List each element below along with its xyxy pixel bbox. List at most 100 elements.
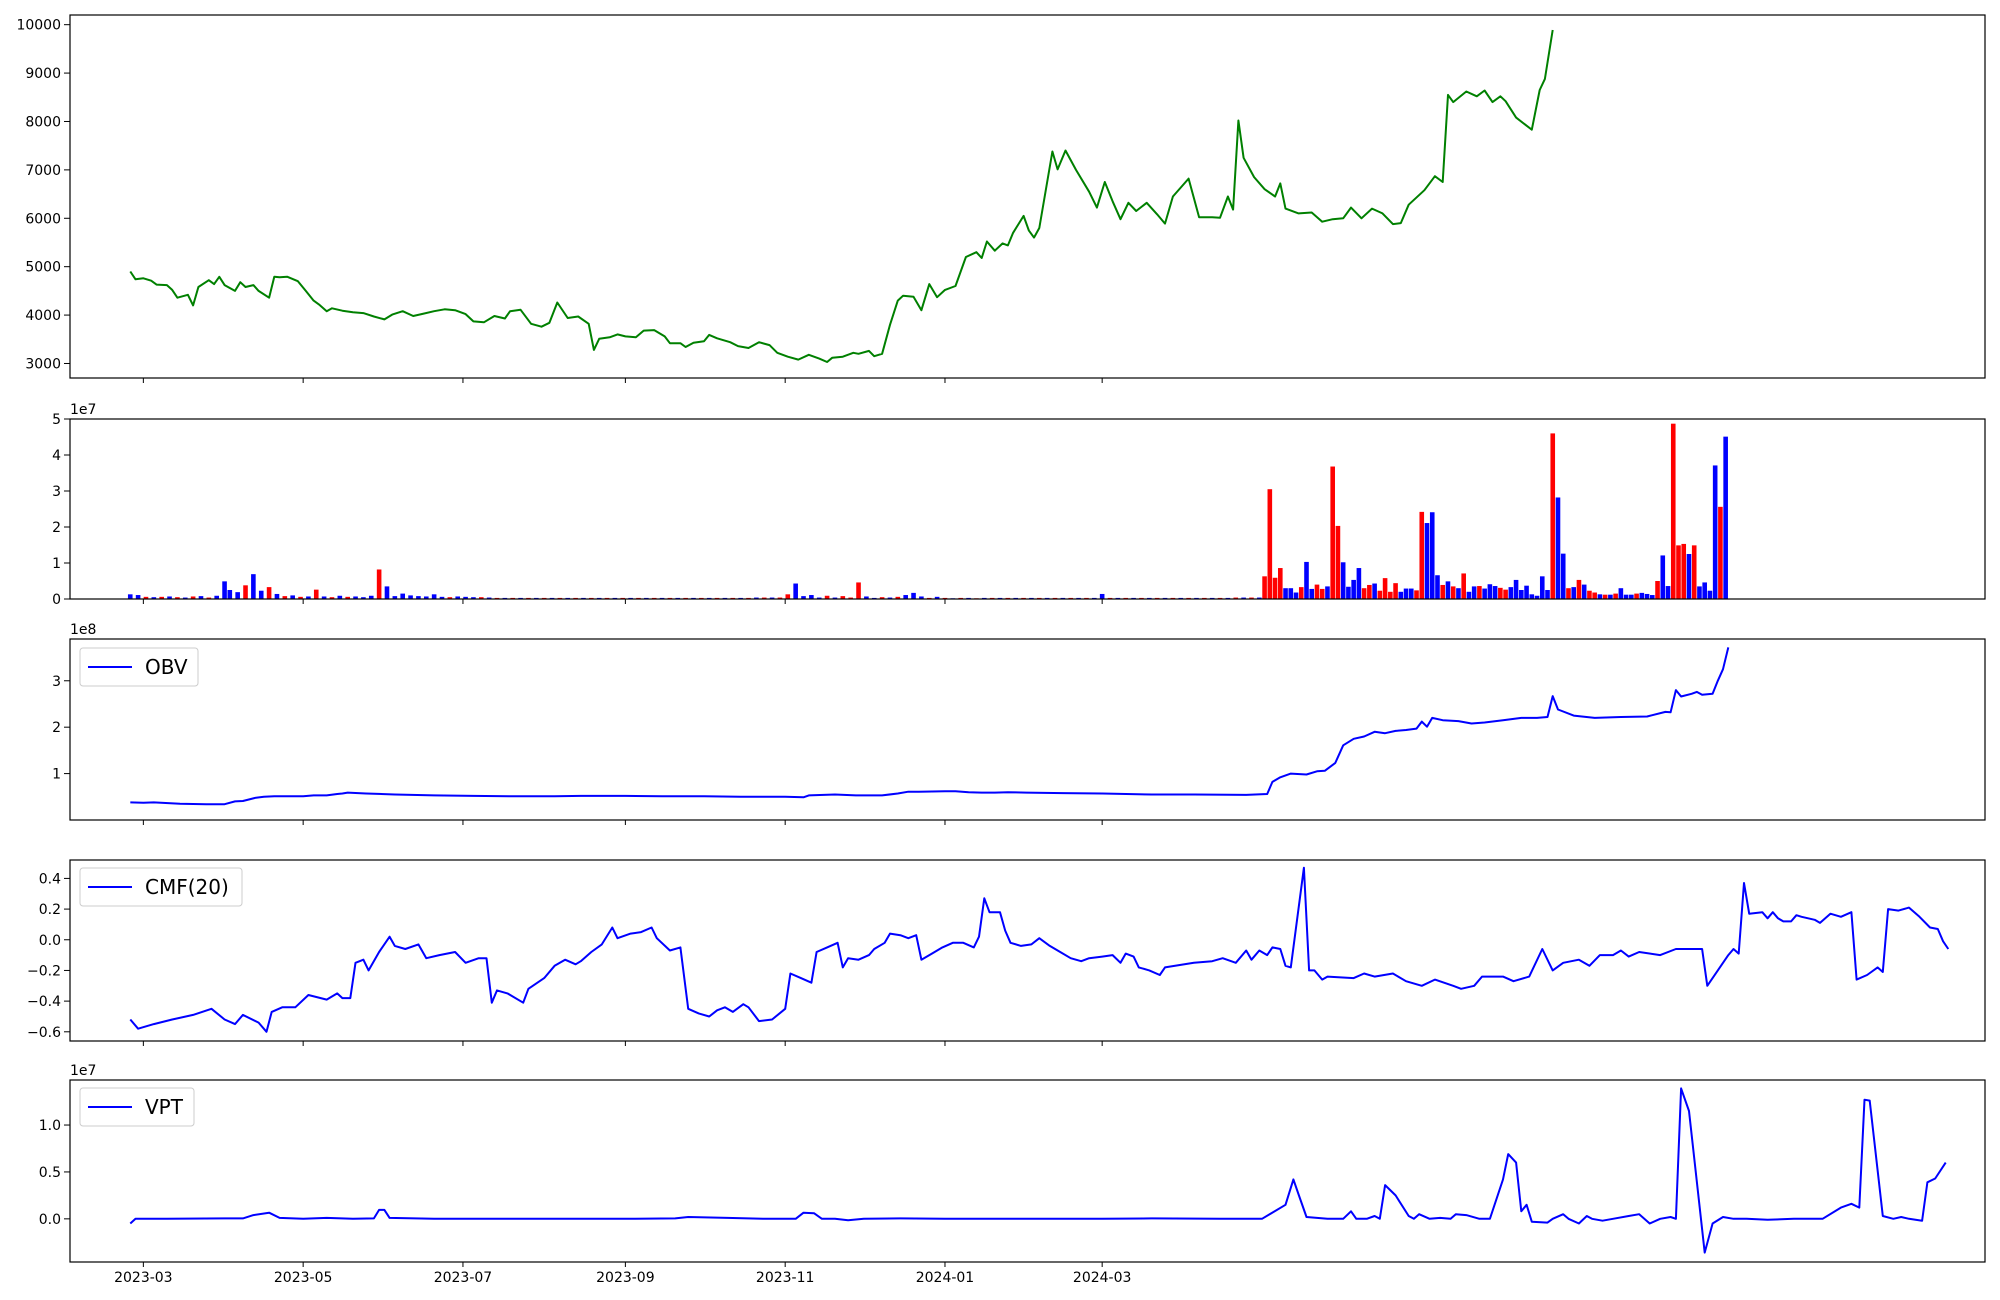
cmf-ytick-label: −0.4 (27, 994, 61, 1010)
volume-ytick-label: 1 (52, 556, 61, 572)
volume-bar (1592, 592, 1597, 599)
volume-bar (1571, 587, 1577, 599)
volume-bar (1629, 594, 1634, 599)
volume-bar (1325, 586, 1330, 599)
volume-bar (159, 596, 164, 599)
vpt-y-axis: 0.0 0.5 1.0 (39, 1118, 70, 1228)
volume-bar (1508, 587, 1514, 599)
cmf-plot-area (129, 866, 1950, 1033)
cmf-ytick-label: −0.2 (27, 963, 61, 979)
volume-bar (1618, 588, 1624, 599)
volume-bar (1691, 545, 1697, 599)
volume-bar (1707, 590, 1713, 599)
volume-bar (1587, 590, 1592, 599)
volume-bar (135, 595, 141, 599)
volume-plot-area (127, 423, 1728, 599)
volume-bar (127, 594, 133, 599)
volume-bar (1697, 586, 1702, 599)
volume-bar (1450, 586, 1456, 599)
volume-bar (1665, 586, 1671, 599)
volume-bar (1319, 588, 1325, 599)
volume-panel: 0 1 2 3 4 5 1e7 (52, 402, 1986, 608)
vpt-ytick-label: 1.0 (39, 1118, 61, 1134)
volume-bar (1503, 589, 1508, 599)
volume-bar (376, 569, 382, 599)
volume-bar (1435, 575, 1440, 599)
volume-bar (455, 596, 461, 599)
price-series-line (129, 29, 1554, 363)
volume-bar (895, 596, 901, 599)
x-tick-label: 2023-09 (596, 1270, 655, 1286)
volume-bar (1272, 577, 1278, 599)
volume-bar (1477, 586, 1482, 599)
volume-bar (321, 596, 327, 599)
volume-bar (1487, 584, 1493, 599)
obv-legend-box (79, 647, 199, 687)
volume-bar (824, 595, 830, 599)
x-tick-label: 2023-11 (756, 1270, 815, 1286)
volume-bar (1408, 588, 1414, 599)
obv-ytick-label: 2 (52, 720, 61, 736)
volume-bar (1414, 590, 1419, 599)
volume-bar (840, 596, 846, 599)
volume-bar (1335, 525, 1341, 599)
price-y-axis: 3000 4000 5000 6000 7000 8000 9000 10000 (16, 18, 70, 372)
volume-bar (1314, 584, 1320, 599)
obv-legend: OBV (79, 647, 199, 687)
volume-bar (214, 595, 220, 599)
volume-ytick-label: 5 (52, 412, 61, 428)
volume-bar (416, 596, 421, 599)
volume-bar (1545, 590, 1550, 599)
volume-bar (143, 596, 149, 599)
cmf-ytick-label: −0.6 (27, 1025, 61, 1041)
price-ytick-label: 3000 (25, 356, 61, 372)
volume-bar (1723, 436, 1728, 599)
volume-bar (809, 595, 814, 599)
volume-bar (1702, 582, 1707, 599)
volume-bar (1613, 593, 1618, 599)
volume-bar (1529, 594, 1535, 599)
volume-bar (777, 597, 783, 599)
price-plot-area (129, 29, 1554, 363)
volume-bar (754, 597, 759, 599)
cmf-panel-frame (69, 859, 1986, 1042)
volume-bar (306, 596, 311, 599)
price-ytick-label: 5000 (25, 260, 61, 276)
volume-y-axis: 0 1 2 3 4 5 (52, 412, 70, 608)
cmf-ytick-label: 0.4 (39, 871, 61, 887)
volume-bar (816, 597, 822, 599)
volume-bar (384, 586, 390, 599)
volume-bar (1283, 588, 1288, 599)
volume-bar (848, 597, 853, 599)
volume-bar (1249, 597, 1254, 599)
obv-y-axis: 1 2 3 (52, 674, 70, 783)
volume-bar (1660, 555, 1666, 599)
volume-bar (1304, 561, 1309, 599)
vpt-panel-frame (69, 1079, 1986, 1263)
volume-bar (1293, 592, 1299, 599)
volume-bar (1309, 588, 1315, 599)
volume-bar (274, 593, 280, 599)
volume-bar (1361, 588, 1367, 599)
volume-bar (1686, 554, 1692, 599)
price-ytick-label: 6000 (25, 211, 61, 227)
volume-bar (864, 596, 869, 599)
volume-bar (1539, 576, 1545, 599)
volume-ytick-label: 0 (52, 592, 61, 608)
volume-bar (1655, 581, 1660, 599)
volume-bar (1681, 543, 1687, 599)
volume-bar (1346, 586, 1351, 599)
volume-bar (919, 596, 924, 599)
volume-bar (243, 585, 248, 599)
volume-bar (903, 595, 908, 599)
volume-bar (1550, 433, 1556, 599)
volume-bar (1340, 562, 1346, 599)
volume-bar (439, 596, 445, 599)
volume-bar (1278, 568, 1283, 599)
volume-bar (1440, 584, 1446, 599)
volume-ytick-label: 2 (52, 520, 61, 536)
obv-ytick-label: 1 (52, 767, 61, 783)
volume-bar (1581, 584, 1587, 599)
volume-bar (1566, 588, 1571, 599)
volume-bar (1602, 594, 1608, 599)
